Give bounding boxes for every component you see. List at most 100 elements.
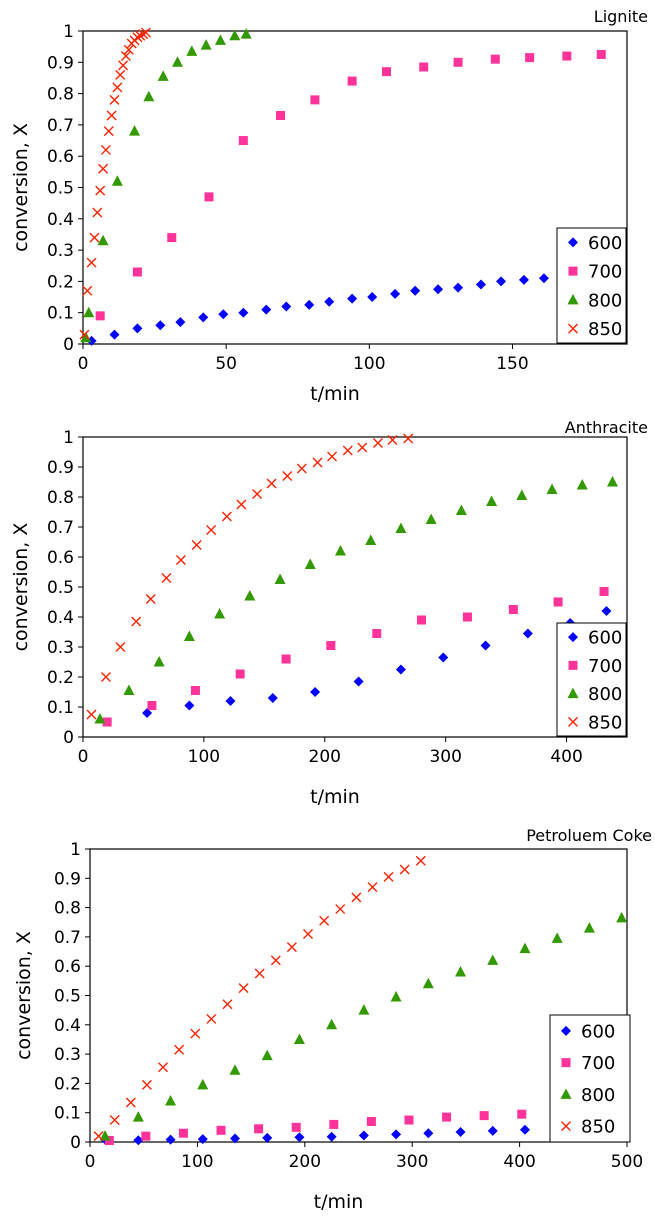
x-tick-label: 100 [181, 1152, 213, 1172]
data-point-600 [367, 292, 378, 303]
data-point-800 [229, 29, 241, 41]
y-tick-label: 0.5 [54, 987, 81, 1007]
data-point-700 [141, 1131, 151, 1141]
data-point-800 [546, 483, 558, 494]
data-point-800 [365, 534, 377, 545]
data-point-850 [206, 1013, 217, 1024]
data-point-600 [538, 273, 549, 284]
data-point-850 [100, 144, 111, 155]
data-point-700 [281, 654, 291, 664]
data-point-600 [475, 279, 486, 290]
data-point-600 [218, 309, 229, 320]
data-point-850 [131, 616, 142, 627]
legend-label-700: 700 [588, 262, 622, 283]
lignite-panel: 0 0.1 0.2 0.3 0.4 0.5 0.6 0.7 0.8 0.9 1 0 50 100 150 t/… [10, 7, 648, 405]
data-point-850 [191, 540, 202, 550]
data-point-850 [351, 892, 362, 903]
data-point-700 [147, 701, 157, 710]
data-point-600 [184, 700, 195, 711]
data-point-600 [197, 1134, 208, 1145]
data-point-850 [135, 30, 146, 41]
plot-frame [82, 436, 628, 738]
y-tick-label: 0.9 [47, 458, 74, 478]
data-point-850 [115, 69, 126, 80]
data-point-800 [214, 34, 226, 45]
data-point-850 [190, 1028, 201, 1039]
legend-marker-600 [568, 237, 578, 248]
y-tick-label: 0.7 [47, 518, 74, 538]
data-point-850 [282, 471, 293, 481]
legend-label-700: 700 [588, 656, 622, 677]
data-point-850 [132, 32, 143, 43]
y-tick-label: 0.2 [47, 668, 74, 688]
data-point-850 [106, 110, 117, 121]
data-point-800 [153, 656, 165, 667]
legend-marker-850 [568, 323, 578, 334]
y-tick-label: 0.3 [47, 241, 74, 261]
x-tick-label: 100 [188, 747, 220, 767]
y-tick-label: 0.9 [47, 53, 74, 73]
data-point-800 [293, 1033, 305, 1044]
data-point-600 [229, 1133, 240, 1144]
data-point-800 [395, 522, 407, 533]
data-point-700 [366, 1116, 376, 1126]
data-point-700 [462, 612, 472, 622]
data-point-850 [266, 478, 277, 489]
data-point-800 [197, 1078, 209, 1090]
panel-title: Lignite [594, 7, 648, 26]
data-point-600 [358, 1130, 369, 1141]
x-tick-label: 200 [309, 747, 341, 767]
series-800 [99, 911, 628, 1141]
data-point-600 [487, 1125, 498, 1136]
data-point-700 [178, 1128, 188, 1138]
data-point-700 [442, 1112, 452, 1122]
data-point-850 [100, 672, 111, 682]
data-point-850 [236, 499, 247, 510]
data-point-850 [79, 329, 90, 340]
data-point-850 [161, 573, 172, 583]
y-tick-label: 1 [70, 840, 81, 860]
data-point-800 [244, 590, 256, 601]
y-tick-label: 0.1 [47, 698, 74, 718]
data-point-600 [238, 307, 249, 318]
x-tick-label: 400 [550, 747, 582, 767]
data-point-600 [410, 285, 421, 296]
data-point-850 [140, 27, 151, 38]
y-tick-label: 0.6 [54, 957, 81, 977]
y-tick-label: 0.7 [54, 928, 81, 948]
series-700 [104, 1105, 602, 1146]
y-tick-label: 0.7 [47, 116, 74, 136]
data-point-700 [416, 615, 426, 625]
data-point-850 [238, 983, 249, 994]
data-point-850 [82, 285, 93, 296]
data-point-600 [326, 1131, 337, 1142]
data-point-850 [387, 435, 398, 445]
data-point-800 [551, 932, 563, 943]
data-point-850 [109, 1115, 120, 1126]
data-point-600 [522, 628, 533, 639]
data-point-850 [367, 882, 378, 893]
panel-title: Anthracite [565, 418, 648, 437]
legend-label-800: 800 [588, 290, 622, 311]
data-point-850 [399, 864, 410, 875]
data-point-600 [198, 312, 209, 323]
data-point-600 [518, 274, 529, 285]
legend-label-850: 850 [588, 319, 622, 340]
data-point-600 [225, 696, 236, 706]
legend-label-850: 850 [581, 1117, 615, 1138]
data-point-800 [606, 476, 618, 487]
data-point-600 [496, 276, 507, 287]
data-point-700 [216, 1125, 226, 1135]
data-point-800 [214, 608, 226, 619]
data-point-700 [404, 1115, 414, 1125]
data-point-850 [335, 904, 346, 915]
data-point-700 [525, 53, 535, 63]
data-point-600 [261, 304, 272, 315]
data-point-600 [423, 1128, 434, 1139]
anthracite-panel: 0 0.1 0.2 0.3 0.4 0.5 0.6 0.7 0.8 0.9 1 0 100 200 300 4… [10, 418, 648, 808]
y-tick-label: 0.8 [47, 488, 74, 508]
data-point-700 [599, 587, 609, 596]
data-point-850 [89, 232, 100, 243]
data-point-850 [123, 44, 134, 55]
